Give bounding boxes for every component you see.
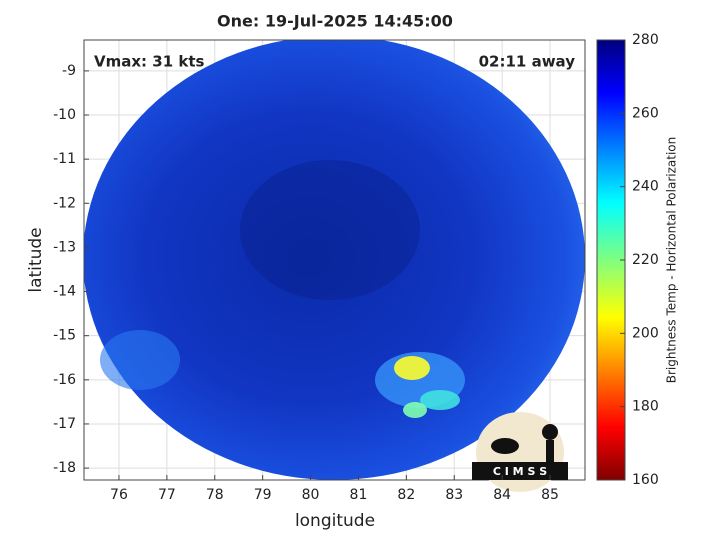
x-tick-label: 76 (110, 487, 128, 503)
y-tick-label: -18 (53, 460, 76, 476)
x-tick-label: 85 (541, 487, 559, 503)
colorbar-tick-label: 180 (632, 399, 659, 415)
y-tick-label: -11 (53, 151, 76, 167)
y-tick-label: -16 (53, 372, 76, 388)
colorbar-tick-label: 200 (632, 325, 659, 341)
image-feature (420, 390, 460, 410)
logo-band (472, 462, 568, 480)
logo-dish (491, 438, 519, 454)
y-tick-label: -13 (53, 239, 76, 255)
image-feature (394, 356, 430, 380)
x-tick-label: 80 (302, 487, 320, 503)
colorbar-tick-label: 260 (632, 105, 659, 121)
y-tick-label: -9 (62, 63, 76, 79)
x-tick-label: 78 (206, 487, 224, 503)
colorbar-tick-label: 280 (632, 32, 659, 48)
satellite-image (84, 40, 585, 480)
image-feature (240, 160, 420, 300)
logo-tower (546, 440, 554, 462)
image-feature (100, 330, 180, 390)
colorbar-tick-label: 220 (632, 252, 659, 268)
logo-tower (542, 424, 558, 440)
y-tick-label: -15 (53, 328, 76, 344)
colorbar-tick-label: 240 (632, 179, 659, 195)
colorbar-label: Brightness Temp - Horizontal Polarizatio… (665, 137, 679, 384)
colorbar-tick-label: 160 (632, 472, 659, 488)
x-tick-label: 77 (158, 487, 176, 503)
logo: C I M S S (472, 412, 568, 492)
annotation: 02:11 away (479, 53, 576, 71)
x-tick-label: 81 (350, 487, 368, 503)
x-tick-label: 82 (397, 487, 415, 503)
y-tick-label: -10 (53, 107, 76, 123)
image-feature (403, 402, 427, 418)
plot-frame (83, 39, 586, 481)
chart-title: One: 19-Jul-2025 14:45:00 (217, 12, 453, 31)
x-axis-label: longitude (295, 511, 375, 531)
x-tick-label: 84 (493, 487, 511, 503)
y-tick-label: -12 (53, 195, 76, 211)
logo-text: C I M S S (493, 465, 547, 478)
x-tick-label: 83 (445, 487, 463, 503)
annotation: Vmax: 31 kts (94, 53, 204, 71)
x-tick-label: 79 (254, 487, 272, 503)
y-tick-label: -17 (53, 416, 76, 432)
y-tick-label: -14 (53, 284, 76, 300)
y-axis-label: latitude (26, 227, 46, 292)
